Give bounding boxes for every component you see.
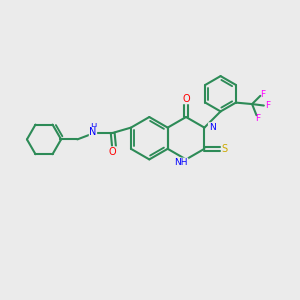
Text: O: O bbox=[109, 147, 116, 157]
Text: O: O bbox=[182, 94, 190, 104]
Text: F: F bbox=[265, 101, 270, 110]
Text: F: F bbox=[260, 90, 265, 99]
Text: N: N bbox=[209, 123, 216, 132]
Text: N: N bbox=[89, 127, 97, 137]
Text: H: H bbox=[90, 123, 96, 132]
Text: F: F bbox=[255, 114, 260, 123]
Text: NH: NH bbox=[174, 158, 188, 167]
Text: S: S bbox=[222, 144, 228, 154]
